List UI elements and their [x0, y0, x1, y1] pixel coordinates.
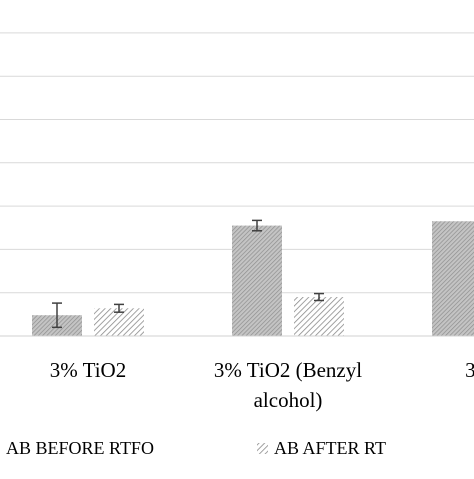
category-labels: 3% TiO2 3% TiO2 (Benzyl alcohol) 3% T [50, 358, 474, 412]
legend-label-after-rtfo: AB AFTER RT [274, 438, 386, 458]
bar-before-rtfo [432, 221, 474, 336]
legend: AB BEFORE RTFO AB AFTER RT [6, 438, 386, 458]
legend-label-before-rtfo: AB BEFORE RTFO [6, 438, 154, 458]
gridlines [0, 32, 474, 294]
bars [32, 221, 474, 336]
bar-before-rtfo [232, 225, 282, 336]
legend-swatch-after-rtfo [257, 443, 268, 454]
category-label: 3% TiO2 (Benzyl [214, 358, 362, 382]
category-label: alcohol) [254, 388, 323, 412]
category-label: 3% T [465, 358, 474, 382]
bar-after-rtfo [294, 297, 344, 336]
error-bars [52, 219, 324, 329]
category-label: 3% TiO2 [50, 358, 126, 382]
